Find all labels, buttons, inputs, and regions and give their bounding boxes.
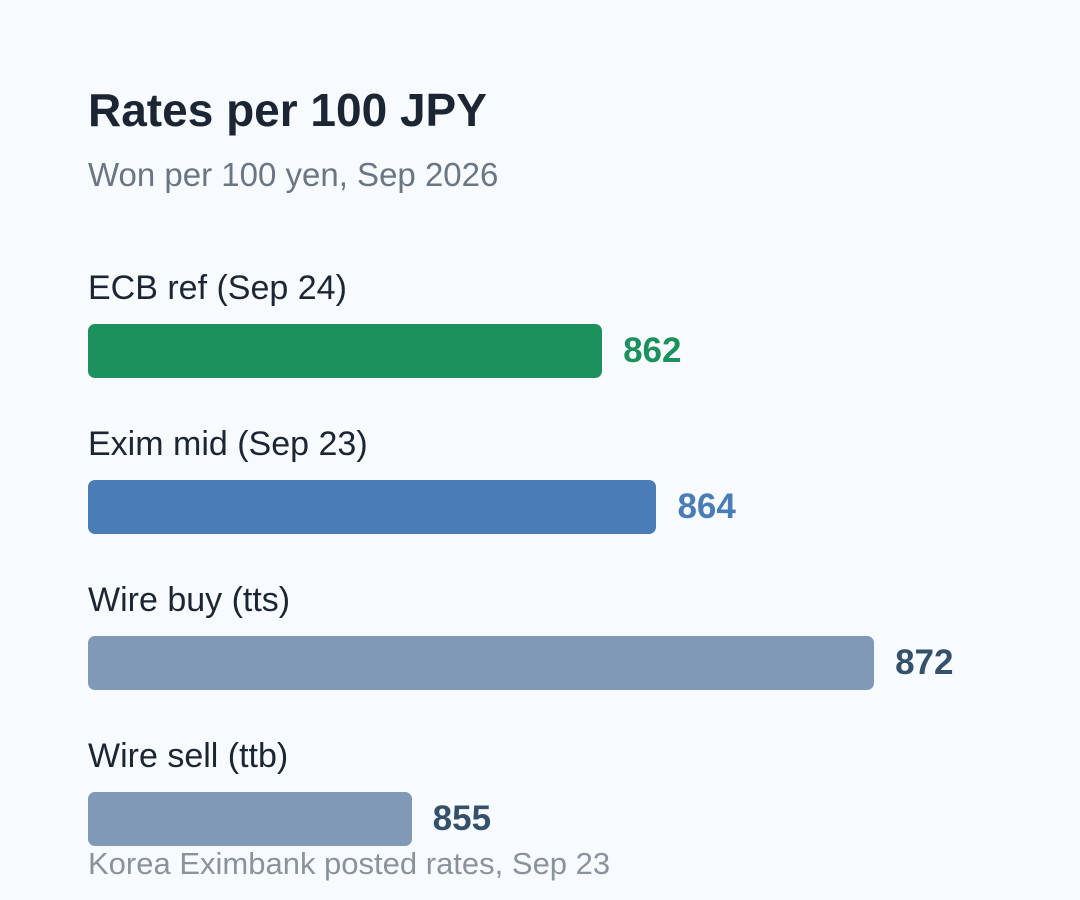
chart-subtitle: Won per 100 yen, Sep 2026 — [88, 156, 499, 193]
bar — [88, 324, 603, 378]
bar-label: Wire buy (tts) — [88, 581, 291, 619]
bar — [88, 480, 657, 534]
bar-value-label: 862 — [623, 331, 682, 370]
bar-value-label: 864 — [677, 487, 736, 526]
bar-label: Exim mid (Sep 23) — [88, 425, 368, 463]
chart-title: Rates per 100 JPY — [88, 84, 487, 136]
source-note: Korea Eximbank posted rates, Sep 23 — [88, 846, 611, 881]
bar-value-label: 872 — [895, 643, 954, 682]
bar-label: ECB ref (Sep 24) — [88, 269, 347, 307]
bar-value-label: 855 — [432, 799, 492, 838]
bar — [88, 636, 875, 690]
bar-label: Wire sell (ttb) — [88, 737, 289, 775]
bar — [88, 792, 412, 846]
